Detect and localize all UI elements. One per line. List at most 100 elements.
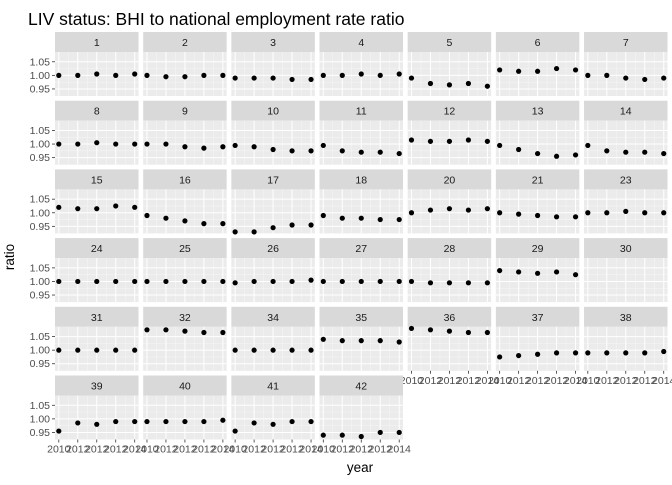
data-point	[572, 214, 579, 220]
data-point	[144, 327, 150, 333]
strip-background	[231, 169, 315, 190]
strip-label: 32	[179, 312, 191, 324]
facet-panel-13: 13	[495, 100, 580, 165]
strip-label: 37	[532, 312, 544, 324]
data-point	[320, 432, 326, 438]
data-point	[358, 71, 364, 77]
data-point	[516, 211, 522, 217]
strip-background	[143, 169, 227, 190]
data-point	[144, 72, 150, 78]
data-point	[270, 75, 276, 81]
data-point	[516, 269, 522, 275]
data-point	[132, 418, 138, 425]
data-point	[113, 418, 119, 425]
data-point	[201, 418, 207, 425]
strip-background	[143, 32, 227, 52]
x-tick-label: 2012	[154, 444, 178, 456]
x-tick-label: 2014	[564, 375, 588, 387]
x-tick-label: 2010	[488, 375, 512, 387]
strip-background	[319, 100, 404, 121]
data-point	[339, 215, 345, 221]
data-point	[113, 141, 119, 147]
data-point	[232, 428, 238, 434]
data-point	[516, 146, 522, 153]
y-tick-label: 1.05	[30, 56, 51, 68]
data-point	[113, 278, 119, 285]
y-tick-label: 0.95	[30, 152, 51, 164]
strip-label: 10	[267, 106, 279, 118]
strip-label: 9	[182, 106, 188, 118]
x-tick-label: 2012	[438, 375, 462, 387]
data-point	[535, 351, 541, 357]
facet-panel-23: 23	[584, 169, 668, 234]
data-point	[396, 150, 402, 157]
strip-label: 16	[179, 174, 191, 186]
data-point	[232, 347, 238, 353]
data-point	[232, 142, 238, 149]
data-point	[553, 214, 560, 220]
data-point	[535, 270, 541, 276]
data-point	[465, 329, 472, 336]
data-point	[144, 212, 150, 219]
strip-background	[55, 100, 139, 121]
data-point	[535, 150, 541, 157]
data-point	[270, 146, 276, 153]
strip-background	[55, 238, 139, 259]
data-point	[377, 338, 383, 344]
strip-label: 2	[182, 37, 188, 49]
facet-panel-27: 27	[319, 238, 404, 303]
data-point	[94, 347, 100, 353]
data-point	[251, 144, 257, 150]
strip-label: 20	[444, 174, 456, 186]
y-tick-label: 0.95	[30, 221, 51, 233]
data-point	[484, 83, 490, 89]
data-point	[661, 75, 667, 81]
data-point	[604, 350, 610, 356]
strip-label: 3	[270, 37, 276, 49]
facet-panel-31: 31 1.05 1.000.95	[30, 306, 139, 371]
facet-panel-14: 14	[584, 100, 668, 165]
data-point	[377, 149, 383, 155]
facet-panel-18: 18	[319, 169, 404, 234]
facet-panel-8: 8 1.05 1.000.95	[30, 100, 139, 165]
y-tick-label: 0.95	[30, 358, 51, 370]
data-point	[623, 75, 629, 81]
data-point	[56, 72, 62, 78]
strip-label: 14	[620, 106, 632, 118]
data-point	[308, 277, 314, 283]
facet-panel-12: 12	[407, 100, 492, 165]
data-point	[516, 68, 522, 74]
x-tick-label: 2012	[331, 444, 355, 456]
x-tick-label: 2012	[595, 375, 619, 387]
facet-panel-24: 24 1.05 1.00 0.95	[30, 238, 139, 303]
data-point	[270, 421, 276, 427]
data-point	[289, 222, 295, 228]
y-tick-label: 0.95	[30, 290, 51, 302]
x-tick-label: 2014	[388, 444, 412, 456]
data-point	[75, 347, 81, 353]
data-point	[201, 278, 207, 285]
data-point	[623, 149, 629, 155]
x-tick-label: 2012	[104, 444, 128, 456]
x-tick-label: 2014	[123, 444, 147, 456]
data-point	[642, 210, 648, 216]
data-point	[484, 138, 490, 144]
data-point	[358, 149, 364, 155]
x-tick-label: 2010	[47, 444, 71, 456]
facet-panel-29: 29	[495, 238, 580, 303]
data-point	[585, 210, 591, 216]
x-tick-label: 2014	[652, 375, 672, 387]
data-point	[182, 218, 188, 224]
y-tick-label: 1.00	[30, 345, 51, 357]
data-point	[75, 278, 81, 285]
facet-panel-10: 10	[231, 100, 315, 165]
data-point	[56, 141, 62, 147]
data-point	[94, 206, 100, 212]
data-point	[427, 207, 434, 213]
data-point	[308, 148, 314, 154]
data-point	[427, 138, 434, 144]
x-tick-label: 2012	[280, 444, 304, 456]
